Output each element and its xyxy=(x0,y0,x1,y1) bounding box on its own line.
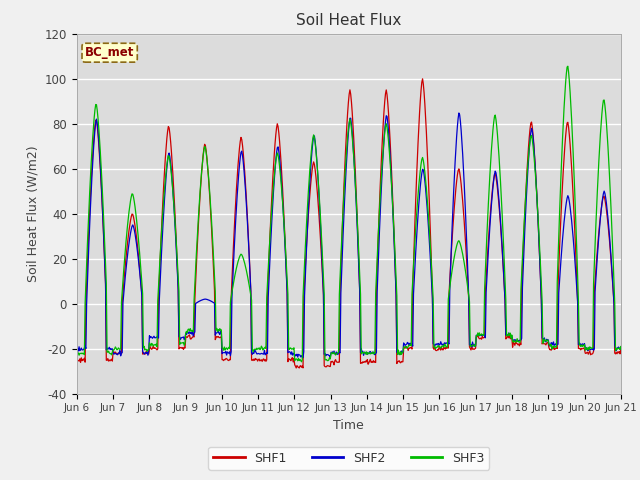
SHF2 xyxy=(194,299,202,305)
SHF3 xyxy=(139,291,147,297)
Line: SHF3: SHF3 xyxy=(77,66,621,362)
SHF3 xyxy=(416,175,424,180)
Text: BC_met: BC_met xyxy=(85,46,134,59)
SHF2 xyxy=(139,348,147,354)
SHF2 xyxy=(455,110,463,116)
SHF1 xyxy=(83,280,90,286)
SHF1 xyxy=(433,348,440,353)
SHF1 xyxy=(194,232,202,238)
SHF1 xyxy=(617,347,625,353)
SHF1 xyxy=(296,365,303,371)
Line: SHF2: SHF2 xyxy=(77,113,621,358)
SHF1 xyxy=(419,76,426,82)
Title: Soil Heat Flux: Soil Heat Flux xyxy=(296,13,401,28)
SHF1 xyxy=(139,351,147,357)
Line: SHF1: SHF1 xyxy=(77,79,621,368)
SHF2 xyxy=(617,344,625,350)
SHF2 xyxy=(431,342,439,348)
SHF2 xyxy=(73,346,81,352)
Legend: SHF1, SHF2, SHF3: SHF1, SHF2, SHF3 xyxy=(209,447,489,469)
SHF3 xyxy=(617,344,625,349)
SHF3 xyxy=(223,345,230,351)
SHF2 xyxy=(223,352,230,358)
SHF1 xyxy=(416,110,424,116)
SHF2 xyxy=(416,192,424,198)
SHF3 xyxy=(73,348,81,354)
SHF2 xyxy=(299,355,307,360)
Y-axis label: Soil Heat Flux (W/m2): Soil Heat Flux (W/m2) xyxy=(26,145,39,282)
SHF1 xyxy=(223,356,230,361)
SHF3 xyxy=(83,261,90,266)
X-axis label: Time: Time xyxy=(333,419,364,432)
SHF2 xyxy=(83,300,90,306)
SHF3 xyxy=(194,224,202,229)
SHF1 xyxy=(73,355,81,361)
SHF3 xyxy=(298,359,305,365)
SHF3 xyxy=(564,63,572,69)
SHF3 xyxy=(431,346,439,351)
